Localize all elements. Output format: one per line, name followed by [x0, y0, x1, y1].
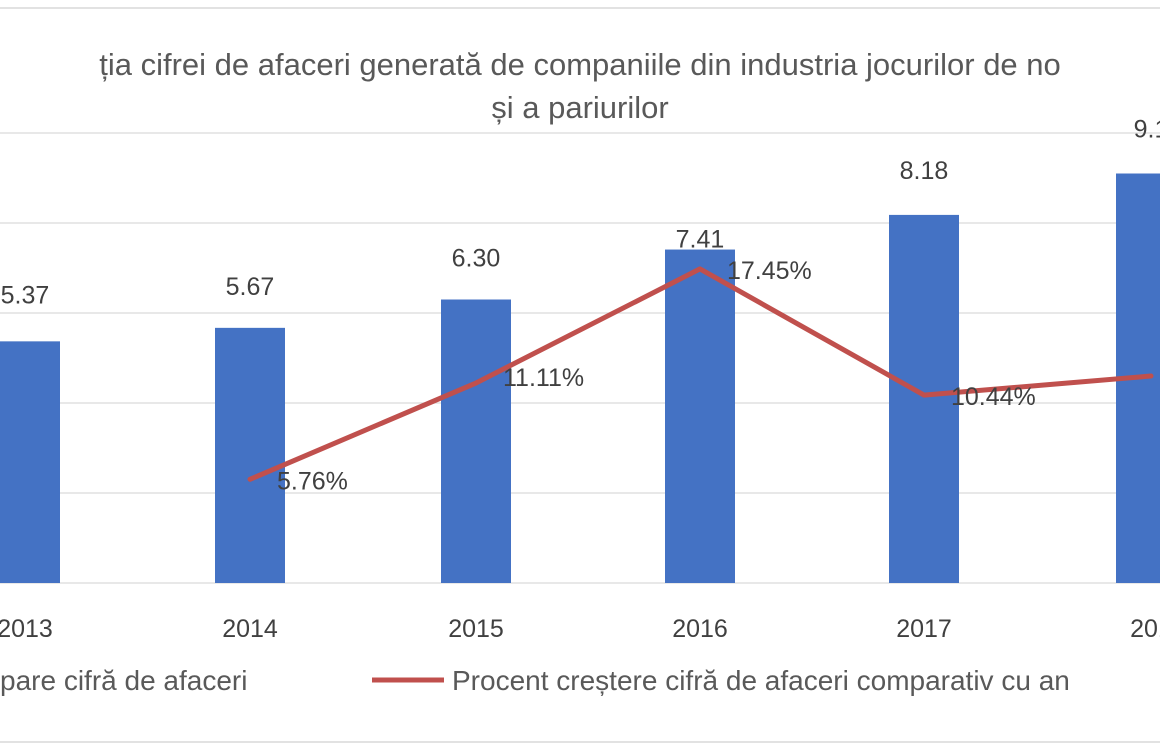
bar-2014: [215, 327, 285, 583]
chart-title-line-2: și a pariurilor: [491, 90, 668, 125]
chart-title-line-1: ția cifrei de afaceri generată de compan…: [99, 47, 1061, 82]
bar-2015: [441, 299, 511, 583]
line-label-2017: 10.44%: [951, 383, 1036, 411]
x-tick-2014: 2014: [222, 615, 278, 643]
x-tick-201: 201: [1130, 615, 1160, 643]
bar-2013: [0, 341, 60, 583]
line-series: [247, 266, 1154, 482]
x-axis-ticks: 2013 2014 2015 2016 2017 201: [0, 615, 1160, 643]
bar-series: [0, 173, 1160, 584]
bar-2017: [889, 214, 959, 583]
legend-line-label: Procent creștere cifră de afaceri compar…: [452, 665, 1070, 696]
bar-label-201: 9.1: [1134, 116, 1160, 144]
bar-label-2013: 5.37: [1, 281, 50, 309]
gridlines: [0, 132, 1160, 584]
x-tick-2017: 2017: [896, 615, 952, 643]
legend-bar-label: pare cifră de afaceri: [0, 665, 247, 696]
line-label-2014: 5.76%: [277, 467, 348, 495]
bar-2016: [665, 249, 735, 584]
bar-label-2016: 7.41: [676, 226, 725, 254]
bar-label-2015: 6.30: [452, 245, 501, 273]
x-tick-2015: 2015: [448, 615, 504, 643]
x-tick-2016: 2016: [672, 615, 728, 643]
line-label-2015: 11.11%: [503, 364, 584, 392]
x-tick-2013: 2013: [0, 615, 53, 643]
bar-label-2014: 5.67: [226, 273, 275, 301]
legend: pare cifră de afaceri Procent creștere c…: [0, 665, 1070, 696]
growth-line: [247, 266, 1154, 482]
data-labels: 5.37 5.67 6.30 7.41 8.18 9.1 5.76% 11.11% 17.45%…: [1, 116, 1160, 496]
line-label-2016: 17.45%: [727, 257, 812, 285]
chart-border: [0, 7, 1160, 743]
bar-label-2017: 8.18: [900, 157, 949, 185]
